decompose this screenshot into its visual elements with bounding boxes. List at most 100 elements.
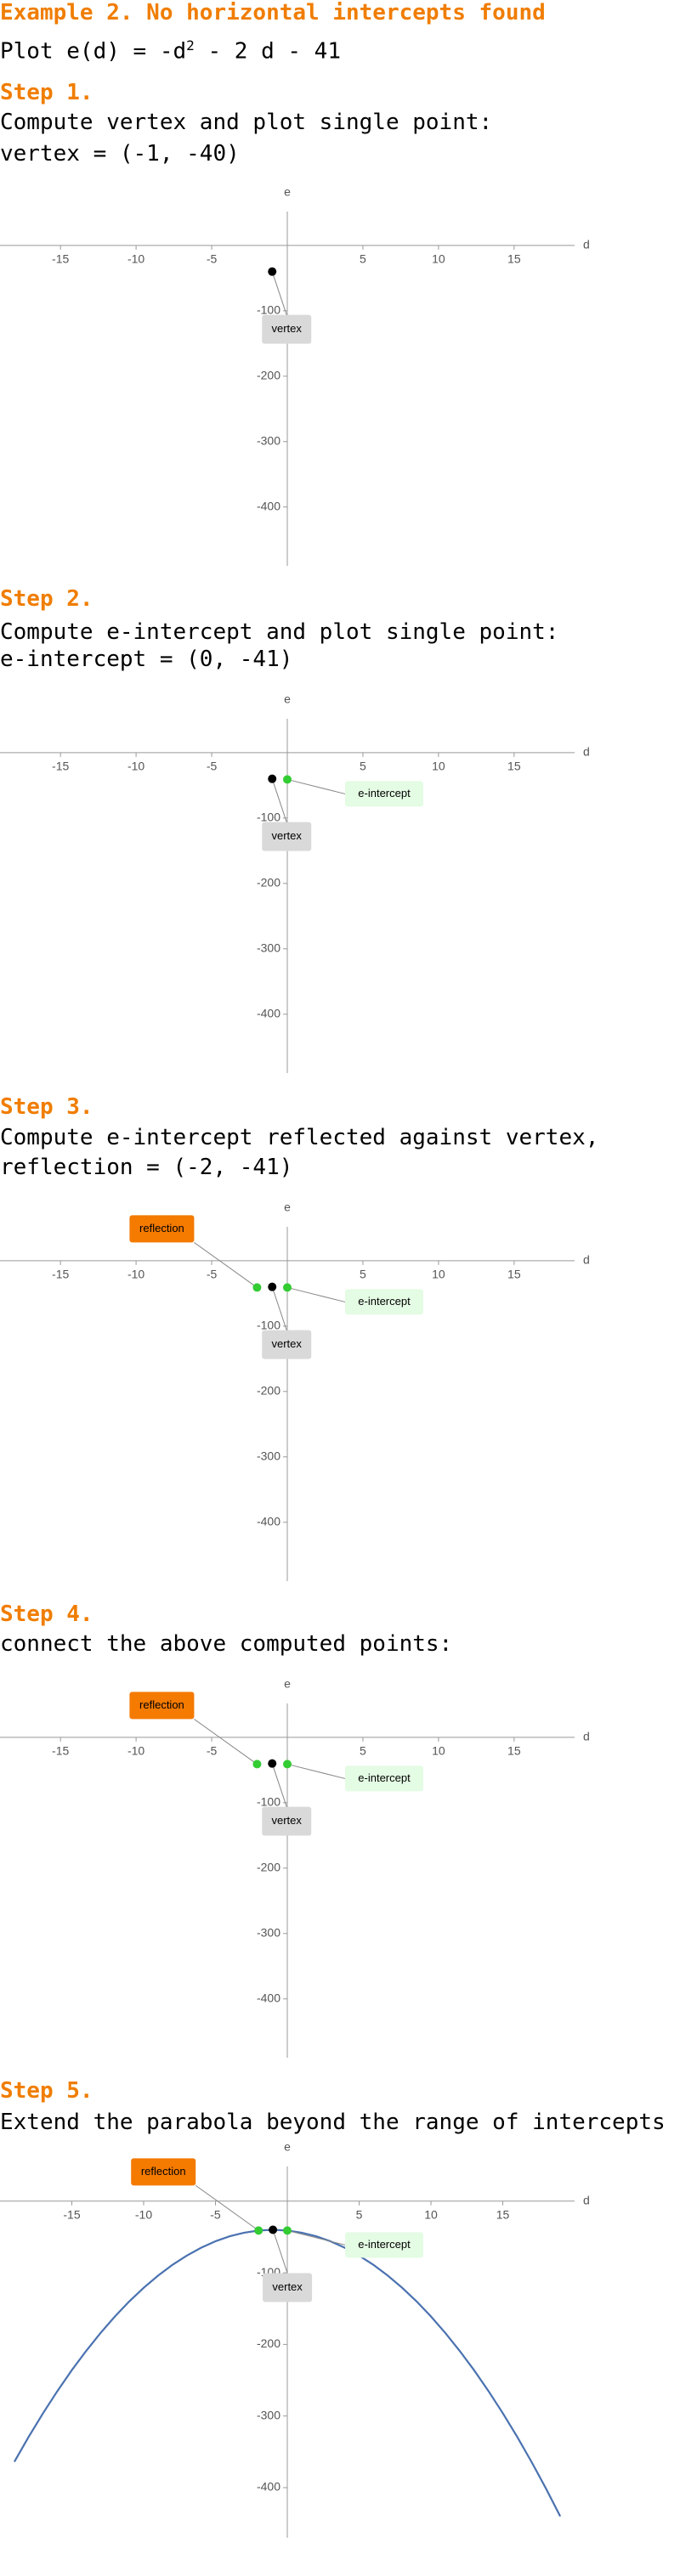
point xyxy=(268,267,277,276)
leader-line xyxy=(286,1763,346,1779)
leader-line xyxy=(286,2229,346,2246)
point-label-box xyxy=(345,2232,423,2258)
point-label: vertex xyxy=(272,1337,303,1350)
x-tick-label: -15 xyxy=(63,2207,80,2221)
page-title: Example 2. No horizontal intercepts foun… xyxy=(0,0,546,25)
x-tick-label: -5 xyxy=(210,2207,221,2221)
leader-line xyxy=(286,1286,346,1302)
step-text: connect the above computed points: xyxy=(0,1631,453,1657)
chart: de-15 -10 -5 5 10 15-100-200-300-400vertexe-i… xyxy=(0,692,590,1073)
leader-line xyxy=(271,1286,287,1330)
leader-line xyxy=(272,2229,288,2274)
point xyxy=(252,1760,262,1769)
point-label: reflection xyxy=(139,1698,184,1711)
x-tick-label: -10 xyxy=(128,1744,144,1758)
x-tick-label: 10 xyxy=(432,252,445,266)
step-heading: Step 5. xyxy=(0,2078,94,2104)
x-tick-label: -5 xyxy=(207,252,218,266)
point-label-box xyxy=(345,781,423,807)
point-label: vertex xyxy=(272,829,303,842)
y-tick-label: -300 xyxy=(257,941,280,954)
point-label: e-intercept xyxy=(358,2238,411,2251)
point xyxy=(268,774,277,783)
x-axis-label: d xyxy=(583,1253,590,1267)
formula-text: - 2 d - 41 xyxy=(194,38,341,65)
x-tick-label: 5 xyxy=(360,1744,366,1758)
x-axis-label: d xyxy=(583,745,590,759)
step-heading: Step 2. xyxy=(0,586,94,612)
y-tick-label: -400 xyxy=(257,1991,280,2004)
step-heading: Step 3. xyxy=(0,1094,94,1120)
point-label-box xyxy=(129,1692,195,1720)
x-tick-label: -10 xyxy=(128,760,144,773)
leader-line xyxy=(194,1242,258,1288)
point-label: vertex xyxy=(272,1814,303,1827)
x-axis-label: d xyxy=(583,2193,590,2206)
y-tick-label: -200 xyxy=(257,1384,280,1398)
y-tick-label: -100 xyxy=(257,1319,280,1332)
x-tick-label: 15 xyxy=(507,1744,521,1758)
y-tick-label: -400 xyxy=(257,2480,280,2494)
y-tick-label: -200 xyxy=(257,369,280,382)
chart: de-15 -10 -5 5 10 15-100-200-300-400vertexe-i… xyxy=(0,1200,590,1581)
y-tick-label: -300 xyxy=(257,1449,280,1462)
point xyxy=(254,2226,264,2235)
formula-text: Plot e(d) = -d xyxy=(0,38,187,65)
x-tick-label: -10 xyxy=(128,252,144,266)
leader-line xyxy=(195,2184,259,2231)
x-tick-label: -15 xyxy=(52,1744,69,1758)
chart: de-15 -10 -5 5 10 15-100-200-300-400vertexe-i… xyxy=(0,2140,590,2538)
point xyxy=(268,1759,277,1768)
leader-line xyxy=(271,1763,287,1807)
x-tick-label: -10 xyxy=(128,1268,144,1281)
point xyxy=(252,1283,262,1292)
step-text: Compute e-intercept and plot single poin… xyxy=(0,619,559,645)
point-label-box xyxy=(262,1806,312,1836)
point-label-box xyxy=(131,2158,196,2186)
chart: d e -15 -10 -5 5 10 15 -100 -200 -300 -400 vertex xyxy=(0,185,590,566)
chart: de-15 -10 -5 5 10 15-100-200-300-400vertexe-i… xyxy=(0,1677,590,2058)
x-tick-label: -5 xyxy=(207,760,218,773)
x-tick-label: -5 xyxy=(207,1268,218,1281)
y-tick-label: -300 xyxy=(257,433,280,447)
y-tick-label: -400 xyxy=(257,1514,280,1528)
step-text: vertex = (-1, -40) xyxy=(0,141,240,167)
x-tick-label: 10 xyxy=(424,2207,438,2221)
step-text: Extend the parabola beyond the range of … xyxy=(0,2110,666,2135)
formula: Plot e(d) = -d2 - 2 d - 41 xyxy=(0,31,341,67)
point-label-box xyxy=(262,314,312,344)
point xyxy=(283,1760,292,1769)
leader-line xyxy=(271,778,287,822)
y-axis-label: e xyxy=(284,692,291,706)
y-tick-label: -200 xyxy=(257,876,280,890)
x-tick-label: 10 xyxy=(432,1744,445,1758)
point-label-box xyxy=(129,1215,195,1243)
x-axis-label: d xyxy=(583,238,590,251)
leader-line xyxy=(271,271,287,315)
y-axis-label: e xyxy=(284,185,291,199)
step-heading: Step 1. xyxy=(0,80,94,105)
y-axis-label: e xyxy=(284,2140,291,2154)
point xyxy=(268,1282,277,1291)
point xyxy=(269,2225,278,2234)
point-label: reflection xyxy=(141,2165,186,2178)
step-text: Compute e-intercept reflected against ve… xyxy=(0,1125,599,1150)
y-tick-label: -200 xyxy=(257,2336,280,2350)
formula-exponent: 2 xyxy=(186,37,195,54)
x-axis-label: d xyxy=(583,1730,590,1743)
point-label: vertex xyxy=(272,2280,303,2293)
point-label-box xyxy=(345,1765,423,1792)
x-tick-label: 5 xyxy=(360,760,366,773)
x-tick-label: 5 xyxy=(356,2207,363,2221)
point xyxy=(283,1283,292,1292)
step-text: reflection = (-2, -41) xyxy=(0,1155,293,1180)
y-tick-label: -100 xyxy=(257,811,280,824)
y-tick-label: -300 xyxy=(257,1925,280,1939)
x-tick-label: 10 xyxy=(432,1268,445,1281)
leader-line xyxy=(194,1719,258,1765)
y-tick-label: -100 xyxy=(257,303,280,317)
y-tick-label: -400 xyxy=(257,499,280,512)
point-label-box xyxy=(263,2273,313,2302)
point xyxy=(283,775,292,784)
